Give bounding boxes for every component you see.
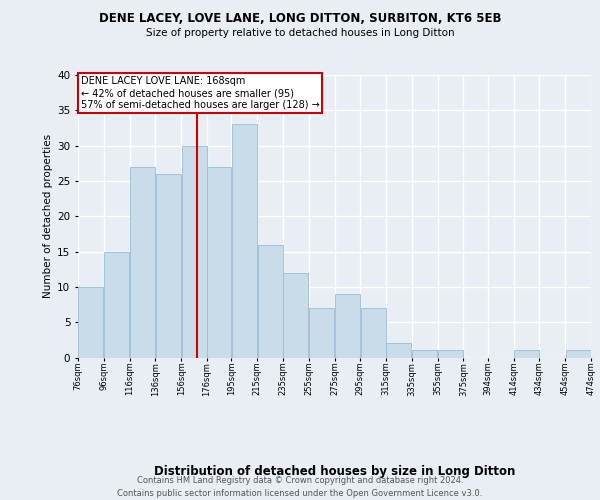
Bar [386,344,412,357]
Bar [361,308,386,358]
Bar [232,124,257,358]
Text: Size of property relative to detached houses in Long Ditton: Size of property relative to detached ho… [146,28,454,38]
Bar [104,252,129,358]
Bar [182,146,206,358]
Bar [412,350,437,358]
Bar [156,174,181,358]
Bar [309,308,334,358]
Bar [566,350,590,358]
Bar [79,287,103,358]
Text: Distribution of detached houses by size in Long Ditton: Distribution of detached houses by size … [154,465,515,478]
Text: DENE LACEY, LOVE LANE, LONG DITTON, SURBITON, KT6 5EB: DENE LACEY, LOVE LANE, LONG DITTON, SURB… [99,12,501,26]
Bar [207,167,231,358]
Bar [130,167,155,358]
Bar [257,244,283,358]
Bar [335,294,360,358]
Text: Contains HM Land Registry data © Crown copyright and database right 2024.: Contains HM Land Registry data © Crown c… [137,476,463,485]
Bar [283,273,308,357]
Bar [438,350,463,358]
Text: DENE LACEY LOVE LANE: 168sqm
← 42% of detached houses are smaller (95)
57% of se: DENE LACEY LOVE LANE: 168sqm ← 42% of de… [80,76,319,110]
Text: Contains public sector information licensed under the Open Government Licence v3: Contains public sector information licen… [118,489,482,498]
Y-axis label: Number of detached properties: Number of detached properties [43,134,53,298]
Bar [514,350,539,358]
